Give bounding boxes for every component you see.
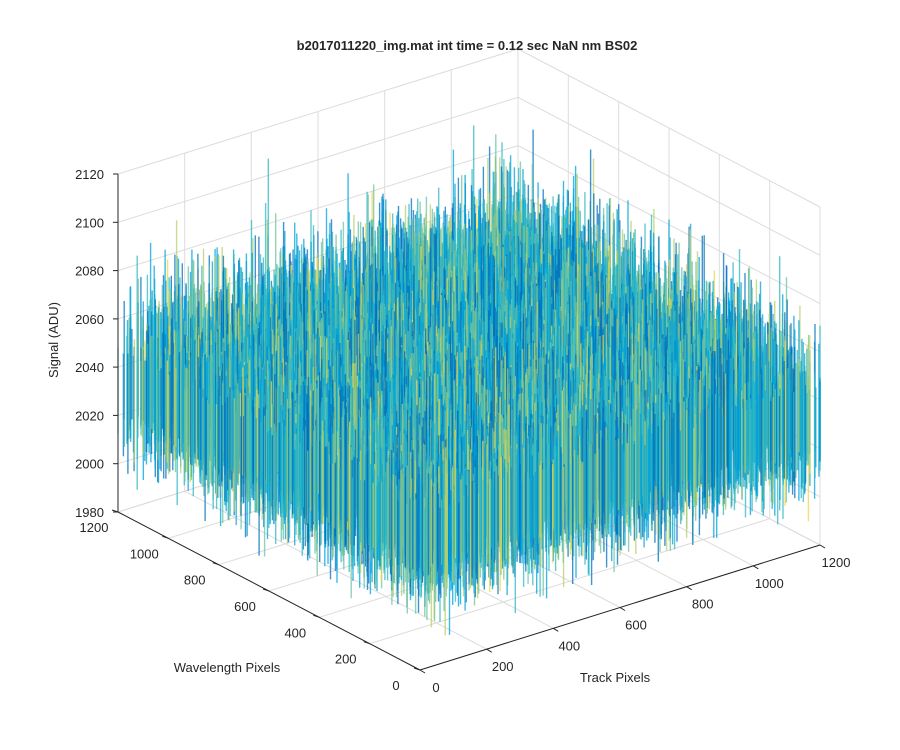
back-wall-grid-z: [117, 145, 519, 272]
back-wall-grid-z: [117, 96, 519, 223]
floor-grid-y: [369, 518, 770, 645]
side-wall-grid-z: [517, 96, 821, 256]
side-wall-grid-z: [517, 48, 821, 208]
back-wall-grid-z: [117, 48, 519, 175]
surface-mesh: [117, 125, 821, 636]
